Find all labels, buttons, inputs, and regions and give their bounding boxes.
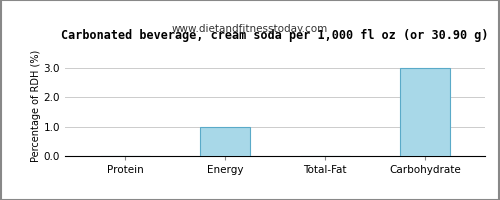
Bar xyxy=(400,68,450,156)
Text: www.dietandfitnesstoday.com: www.dietandfitnesstoday.com xyxy=(172,24,328,34)
Title: Carbonated beverage, cream soda per 1,000 fl oz (or 30.90 g): Carbonated beverage, cream soda per 1,00… xyxy=(61,29,489,42)
Y-axis label: Percentage of RDH (%): Percentage of RDH (%) xyxy=(31,50,41,162)
Bar xyxy=(200,127,250,156)
